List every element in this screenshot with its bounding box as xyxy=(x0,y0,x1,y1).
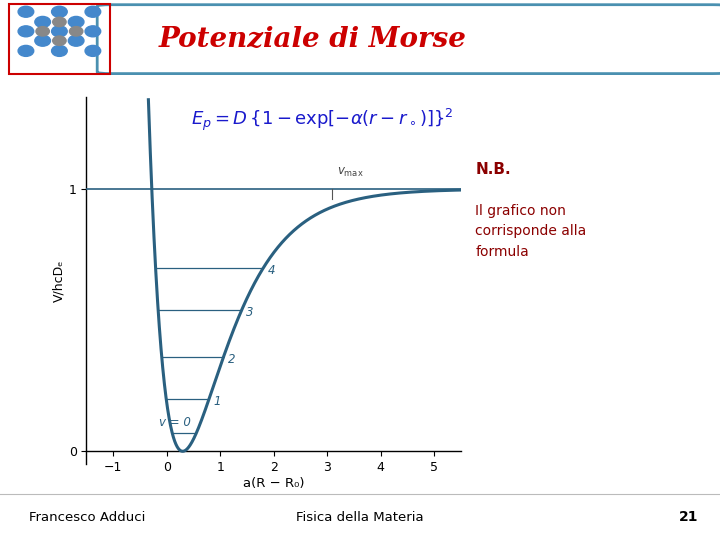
Text: 2: 2 xyxy=(228,353,235,366)
Circle shape xyxy=(35,16,50,28)
Text: 1: 1 xyxy=(213,395,221,408)
Text: 4: 4 xyxy=(268,264,275,277)
Circle shape xyxy=(53,17,66,26)
Text: 21: 21 xyxy=(679,510,698,524)
Circle shape xyxy=(52,45,67,56)
Circle shape xyxy=(85,45,101,56)
Text: Potenziale di Morse: Potenziale di Morse xyxy=(158,25,467,52)
Circle shape xyxy=(36,26,50,36)
Text: $v_{\rm max}$: $v_{\rm max}$ xyxy=(337,165,364,179)
Circle shape xyxy=(68,16,84,28)
Text: 3: 3 xyxy=(246,306,253,319)
Circle shape xyxy=(18,26,34,37)
Circle shape xyxy=(53,36,66,45)
Circle shape xyxy=(85,6,101,17)
Text: Francesco Adduci: Francesco Adduci xyxy=(29,511,145,524)
Text: $E_p = D\,\{1-\exp[-\alpha(r-r_\circ)]\}^2$: $E_p = D\,\{1-\exp[-\alpha(r-r_\circ)]\}… xyxy=(192,106,454,133)
Circle shape xyxy=(52,6,67,17)
Text: N.B.: N.B. xyxy=(475,162,510,177)
Circle shape xyxy=(68,35,84,46)
Text: v = 0: v = 0 xyxy=(159,416,191,429)
Circle shape xyxy=(18,6,34,17)
Circle shape xyxy=(69,26,83,36)
Text: Fisica della Materia: Fisica della Materia xyxy=(296,511,424,524)
FancyBboxPatch shape xyxy=(97,5,720,73)
Circle shape xyxy=(52,26,67,37)
Y-axis label: V/hcDₑ: V/hcDₑ xyxy=(53,260,66,302)
Circle shape xyxy=(18,45,34,56)
Text: Il grafico non
corrisponde alla
formula: Il grafico non corrisponde alla formula xyxy=(475,204,587,259)
X-axis label: a(R − R₀): a(R − R₀) xyxy=(243,477,305,490)
Circle shape xyxy=(35,35,50,46)
Circle shape xyxy=(85,26,101,37)
